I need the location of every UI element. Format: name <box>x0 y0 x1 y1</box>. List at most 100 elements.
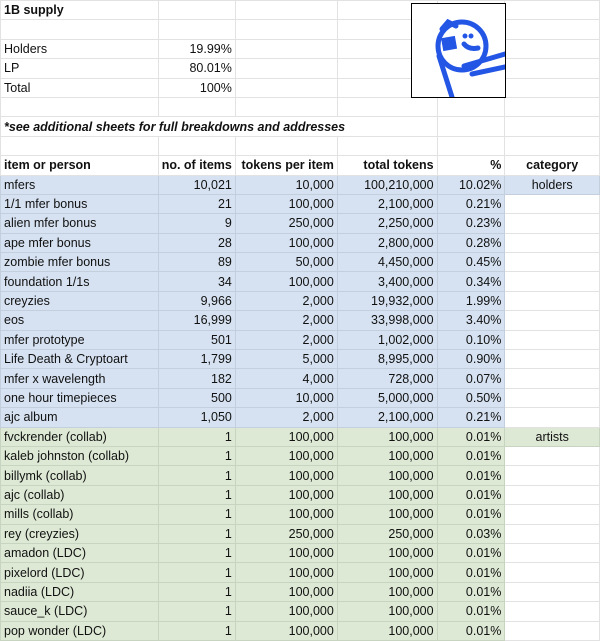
percent-cell[interactable]: 0.10% <box>436 329 506 351</box>
item-cell[interactable]: eos <box>0 310 159 331</box>
item-cell[interactable]: kaleb johnston (collab) <box>0 445 159 467</box>
tokens-per-item-cell[interactable]: 100,000 <box>234 484 338 506</box>
count-cell[interactable]: 1 <box>157 523 236 544</box>
count-cell[interactable]: 1 <box>157 620 236 641</box>
count-cell[interactable]: 21 <box>157 193 236 215</box>
percent-cell[interactable]: 0.01% <box>436 601 506 622</box>
total-tokens-cell[interactable]: 2,250,000 <box>336 213 438 234</box>
item-cell[interactable]: creyzies <box>0 290 159 312</box>
total-tokens-cell[interactable]: 100,000 <box>336 426 438 447</box>
category-cell[interactable] <box>504 465 600 486</box>
count-cell[interactable]: 28 <box>157 232 236 254</box>
tokens-per-item-cell[interactable]: 2,000 <box>234 329 338 351</box>
count-cell[interactable]: 1 <box>157 465 236 486</box>
note-text[interactable]: *see additional sheets for full breakdow… <box>0 116 438 137</box>
category-cell[interactable] <box>504 407 600 428</box>
tokens-per-item-cell[interactable]: 100,000 <box>234 271 338 292</box>
summary-value[interactable]: 80.01% <box>157 58 236 79</box>
item-cell[interactable]: pixelord (LDC) <box>0 562 159 583</box>
total-tokens-cell[interactable]: 100,210,000 <box>336 174 438 195</box>
header-cell[interactable]: % <box>436 155 506 176</box>
percent-cell[interactable]: 0.01% <box>436 620 506 641</box>
tokens-per-item-cell[interactable]: 100,000 <box>234 504 338 525</box>
category-cell[interactable] <box>504 562 600 583</box>
tokens-per-item-cell[interactable]: 100,000 <box>234 445 338 467</box>
summary-value[interactable]: 100% <box>157 77 236 98</box>
percent-cell[interactable]: 0.01% <box>436 562 506 583</box>
item-cell[interactable]: amadon (LDC) <box>0 542 159 564</box>
tokens-per-item-cell[interactable]: 100,000 <box>234 542 338 564</box>
total-tokens-cell[interactable]: 1,002,000 <box>336 329 438 351</box>
item-cell[interactable]: rey (creyzies) <box>0 523 159 544</box>
percent-cell[interactable]: 3.40% <box>436 310 506 331</box>
category-cell[interactable] <box>504 329 600 351</box>
category-cell[interactable] <box>504 232 600 254</box>
count-cell[interactable]: 1 <box>157 445 236 467</box>
percent-cell[interactable]: 0.21% <box>436 407 506 428</box>
summary-value[interactable]: 19.99% <box>157 38 236 60</box>
percent-cell[interactable]: 10.02% <box>436 174 506 195</box>
total-tokens-cell[interactable]: 100,000 <box>336 562 438 583</box>
tokens-per-item-cell[interactable]: 2,000 <box>234 290 338 312</box>
count-cell[interactable]: 1,050 <box>157 407 236 428</box>
category-cell[interactable] <box>504 504 600 525</box>
header-cell[interactable]: no. of items <box>157 155 236 176</box>
total-tokens-cell[interactable]: 33,998,000 <box>336 310 438 331</box>
count-cell[interactable]: 1 <box>157 562 236 583</box>
header-cell[interactable]: item or person <box>0 155 159 176</box>
item-cell[interactable]: alien mfer bonus <box>0 213 159 234</box>
count-cell[interactable]: 9 <box>157 213 236 234</box>
total-tokens-cell[interactable]: 728,000 <box>336 368 438 389</box>
item-cell[interactable]: mfer prototype <box>0 329 159 351</box>
percent-cell[interactable]: 0.01% <box>436 504 506 525</box>
item-cell[interactable]: billymk (collab) <box>0 465 159 486</box>
item-cell[interactable]: pop wonder (LDC) <box>0 620 159 641</box>
percent-cell[interactable]: 0.01% <box>436 465 506 486</box>
percent-cell[interactable]: 0.28% <box>436 232 506 254</box>
percent-cell[interactable]: 0.90% <box>436 349 506 370</box>
item-cell[interactable]: one hour timepieces <box>0 387 159 409</box>
tokens-per-item-cell[interactable]: 2,000 <box>234 407 338 428</box>
total-tokens-cell[interactable]: 2,800,000 <box>336 232 438 254</box>
percent-cell[interactable]: 0.50% <box>436 387 506 409</box>
total-tokens-cell[interactable]: 100,000 <box>336 504 438 525</box>
total-tokens-cell[interactable]: 100,000 <box>336 445 438 467</box>
category-cell[interactable] <box>504 193 600 215</box>
count-cell[interactable]: 1 <box>157 426 236 447</box>
percent-cell[interactable]: 0.01% <box>436 484 506 506</box>
percent-cell[interactable]: 0.01% <box>436 445 506 467</box>
total-tokens-cell[interactable]: 4,450,000 <box>336 252 438 273</box>
category-cell[interactable] <box>504 387 600 409</box>
percent-cell[interactable]: 0.07% <box>436 368 506 389</box>
tokens-per-item-cell[interactable]: 100,000 <box>234 562 338 583</box>
summary-label[interactable]: LP <box>0 58 159 79</box>
total-tokens-cell[interactable]: 3,400,000 <box>336 271 438 292</box>
tokens-per-item-cell[interactable]: 50,000 <box>234 252 338 273</box>
total-tokens-cell[interactable]: 19,932,000 <box>336 290 438 312</box>
category-cell[interactable] <box>504 310 600 331</box>
count-cell[interactable]: 182 <box>157 368 236 389</box>
total-tokens-cell[interactable]: 100,000 <box>336 581 438 603</box>
percent-cell[interactable]: 0.45% <box>436 252 506 273</box>
item-cell[interactable]: fvckrender (collab) <box>0 426 159 447</box>
percent-cell[interactable]: 0.03% <box>436 523 506 544</box>
count-cell[interactable]: 1 <box>157 581 236 603</box>
percent-cell[interactable]: 0.01% <box>436 581 506 603</box>
percent-cell[interactable]: 0.34% <box>436 271 506 292</box>
percent-cell[interactable]: 0.21% <box>436 193 506 215</box>
tokens-per-item-cell[interactable]: 10,000 <box>234 174 338 195</box>
item-cell[interactable]: zombie mfer bonus <box>0 252 159 273</box>
total-tokens-cell[interactable]: 100,000 <box>336 601 438 622</box>
tokens-per-item-cell[interactable]: 100,000 <box>234 581 338 603</box>
category-cell[interactable] <box>504 445 600 467</box>
header-cell[interactable]: category <box>504 155 600 176</box>
item-cell[interactable]: mfer x wavelength <box>0 368 159 389</box>
count-cell[interactable]: 1 <box>157 601 236 622</box>
category-cell[interactable] <box>504 213 600 234</box>
header-cell[interactable]: total tokens <box>336 155 438 176</box>
category-cell[interactable] <box>504 523 600 544</box>
tokens-per-item-cell[interactable]: 100,000 <box>234 193 338 215</box>
item-cell[interactable]: ape mfer bonus <box>0 232 159 254</box>
category-cell[interactable] <box>504 349 600 370</box>
header-cell[interactable]: tokens per item <box>234 155 338 176</box>
